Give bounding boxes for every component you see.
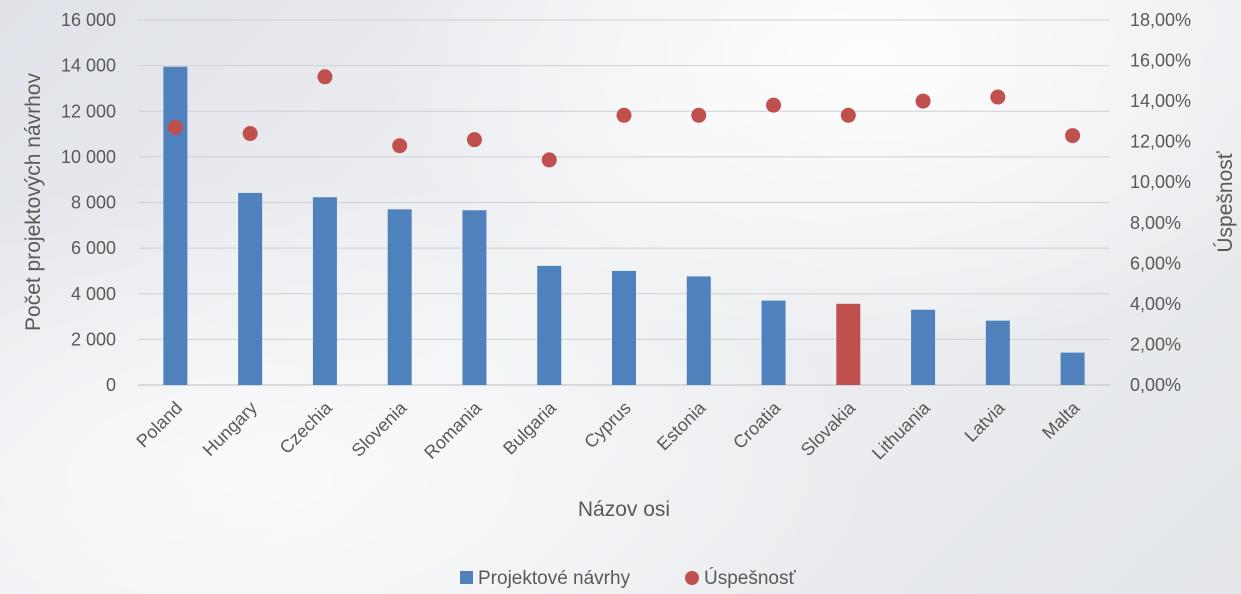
x-tick-label-poland: Poland — [132, 398, 186, 452]
bar-romania — [462, 210, 487, 385]
y2-tick-label: 4,00% — [1130, 294, 1181, 314]
x-tick-label-latvia: Latvia — [961, 397, 1010, 446]
bar-poland — [163, 66, 188, 385]
bar-latvia — [985, 320, 1010, 385]
legend-swatch-uspesnost — [685, 571, 699, 585]
bar-slovenia — [387, 209, 412, 385]
y2-tick-label: 6,00% — [1130, 253, 1181, 273]
point-latvia — [990, 89, 1006, 105]
bar-malta — [1060, 352, 1085, 385]
y-tick-label: 4 000 — [71, 284, 116, 304]
x-tick-label-czechia: Czechia — [276, 397, 337, 458]
point-slovakia — [840, 107, 856, 123]
x-tick-label-slovenia: Slovenia — [348, 397, 412, 461]
point-czechia — [317, 69, 333, 85]
x-tick-label-croatia: Croatia — [729, 397, 785, 453]
y-tick-label: 16 000 — [61, 10, 116, 30]
point-bulgaria — [541, 152, 557, 168]
x-tick-label-estonia: Estonia — [653, 397, 710, 454]
y2-tick-label: 2,00% — [1130, 334, 1181, 354]
bar-czechia — [312, 197, 337, 385]
bar-lithuania — [911, 309, 936, 385]
bar-cyprus — [612, 270, 636, 385]
y-tick-label: 0 — [106, 375, 116, 395]
y-axis-title: Počet projektových návrhov — [22, 73, 45, 331]
point-estonia — [691, 107, 707, 123]
legend-label-projektove-navrhy: Projektové návrhy — [478, 568, 631, 589]
left-axis-ticks: 0 2 000 4 000 6 000 8 000 10 000 12 000 14 000 1… — [61, 10, 116, 395]
right-axis-ticks: 0,00% 2,00% 4,00% 6,00% 8,00% 10,00% 12,00% 14,… — [1130, 10, 1191, 395]
legend: Projektové návrhy Úspešnosť — [460, 567, 796, 589]
point-romania — [466, 132, 482, 148]
y2-axis-title: Úspešnosť — [1214, 150, 1237, 252]
legend-swatch-projektove-navrhy — [460, 571, 473, 584]
point-poland — [167, 119, 183, 135]
bar-series — [163, 66, 1085, 385]
x-tick-label-romania: Romania — [420, 397, 486, 463]
y-tick-label: 8 000 — [71, 193, 116, 213]
point-slovenia — [392, 138, 408, 154]
point-lithuania — [915, 93, 931, 109]
y2-tick-label: 18,00% — [1130, 10, 1191, 30]
y-tick-label: 12 000 — [61, 101, 116, 121]
y-tick-label: 2 000 — [71, 329, 116, 349]
bar-estonia — [686, 276, 711, 385]
x-tick-label-hungary: Hungary — [199, 398, 261, 460]
x-tick-label-malta: Malta — [1038, 397, 1084, 443]
y2-tick-label: 16,00% — [1130, 51, 1191, 71]
x-tick-label-lithuania: Lithuania — [868, 397, 935, 464]
x-axis-title: Názov osi — [578, 498, 670, 521]
scatter-series — [167, 69, 1081, 168]
y2-tick-label: 0,00% — [1130, 375, 1181, 395]
legend-label-uspesnost: Úspešnosť — [704, 567, 796, 589]
y2-tick-label: 10,00% — [1130, 172, 1191, 192]
y-tick-label: 10 000 — [61, 147, 116, 167]
x-tick-label-slovakia: Slovakia — [797, 397, 860, 460]
y2-tick-label: 14,00% — [1130, 91, 1191, 111]
y2-tick-label: 8,00% — [1130, 213, 1181, 233]
bar-bulgaria — [537, 265, 562, 385]
bar-hungary — [238, 192, 263, 385]
point-cyprus — [616, 107, 632, 123]
y2-tick-label: 12,00% — [1130, 132, 1191, 152]
point-malta — [1065, 128, 1081, 144]
bar-slovakia — [836, 303, 861, 385]
bar-croatia — [761, 300, 786, 385]
category-axis-ticks: Poland Hungary Czechia Slovenia Romania Bulga… — [132, 397, 1084, 464]
point-hungary — [242, 126, 258, 142]
x-tick-label-bulgaria: Bulgaria — [499, 397, 561, 459]
point-croatia — [766, 97, 782, 113]
y-tick-label: 6 000 — [71, 238, 116, 258]
x-tick-label-cyprus: Cyprus — [580, 398, 634, 452]
y-tick-label: 14 000 — [61, 56, 116, 76]
